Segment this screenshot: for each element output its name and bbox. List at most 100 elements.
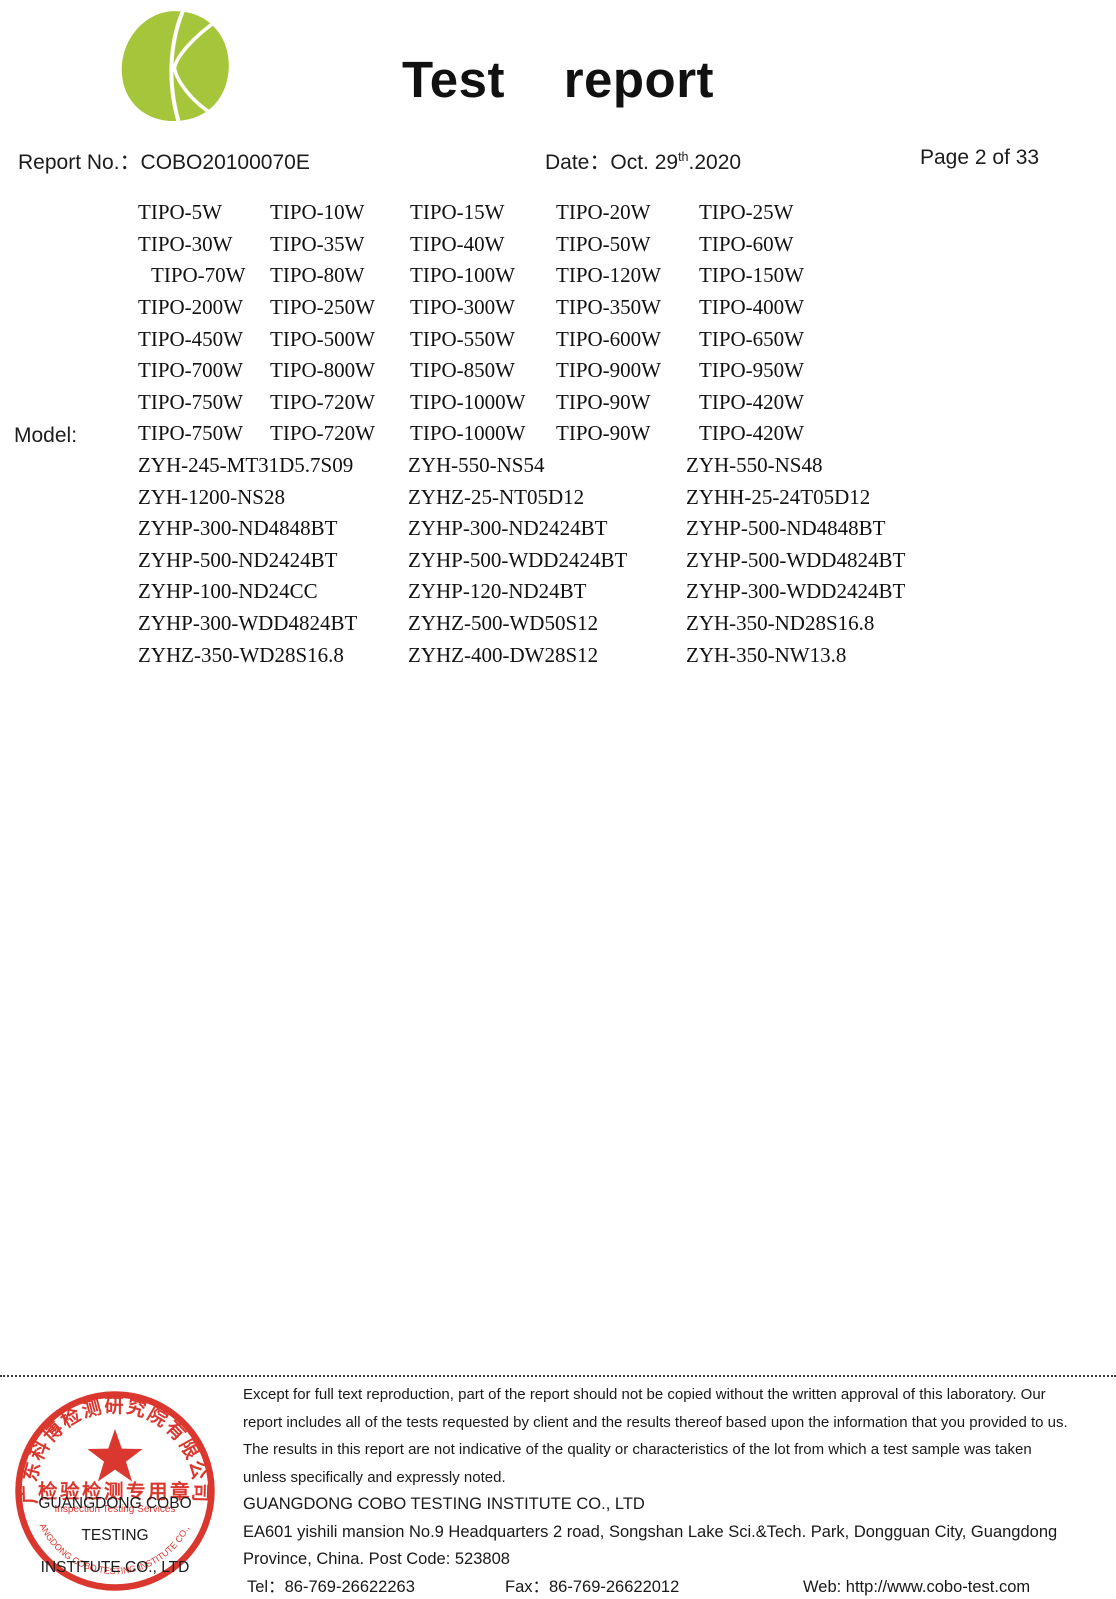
model-number: TIPO-25W [699, 200, 794, 225]
model-number: ZYHP-300-ND2424BT [408, 516, 608, 541]
model-number: ZYHP-120-ND24BT [408, 579, 587, 604]
model-number: TIPO-120W [556, 263, 661, 288]
company-address-line1: EA601 yishili mansion No.9 Headquarters … [243, 1522, 1058, 1541]
model-row: TIPO-750W TIPO-720W TIPO-1000W TIPO-90W TIPO… [138, 418, 905, 450]
model-row: TIPO-450W TIPO-500W TIPO-550W TIPO-600W TIPO… [138, 323, 905, 355]
model-number: TIPO-150W [699, 263, 804, 288]
model-number: TIPO-200W [138, 295, 243, 320]
model-number: TIPO-350W [556, 295, 661, 320]
model-number: ZYHP-500-WDD2424BT [408, 547, 628, 572]
model-number: ZYHP-500-ND4848BT [686, 516, 886, 541]
report-number: Report No.：COBO20100070E [18, 151, 310, 174]
date-year: .2020 [688, 151, 742, 174]
model-number: TIPO-10W [270, 200, 365, 225]
seal-center-chinese-text: 检验检测专用章 [38, 1480, 192, 1503]
model-row: TIPO-700W TIPO-800W TIPO-850W TIPO-900W TIPO… [138, 355, 905, 387]
model-number: TIPO-420W [699, 421, 804, 446]
seal-ring [15, 1391, 215, 1591]
model-number: TIPO-5W [138, 200, 222, 225]
model-number: TIPO-720W [270, 389, 375, 414]
disclaimer-line: Except for full text reproduction, part … [243, 1386, 1046, 1403]
page-indicator: Page 2 of 33 [920, 146, 1040, 169]
model-number: ZYHH-25-24T05D12 [686, 484, 871, 509]
stamped-company-name: GUANGDONG COBO TESTING INSTITUTE CO., LT… [12, 1488, 218, 1584]
model-row: ZYHP-300-WDD4824BT ZYHZ-500-WD50S12 ZYH-35… [138, 608, 905, 640]
model-number: TIPO-250W [270, 295, 375, 320]
telephone-number: Tel：86-769-26622263 [247, 1577, 415, 1596]
model-row: TIPO-70W TIPO-80W TIPO-100W TIPO-120W TIPO-1… [138, 260, 905, 292]
model-number: TIPO-550W [410, 326, 515, 351]
disclaimer-line: report includes all of the tests request… [243, 1413, 1068, 1431]
model-number: TIPO-720W [270, 421, 375, 446]
model-number: TIPO-80W [270, 263, 365, 288]
model-row: TIPO-750W TIPO-720W TIPO-1000W TIPO-90W TIPO… [138, 387, 905, 419]
model-row: ZYH-245-MT31D5.7S09 ZYH-550-NS54 ZYH-550-N… [138, 450, 905, 482]
model-field-label: Model: [14, 424, 78, 447]
model-number: ZYHZ-350-WD28S16.8 [138, 642, 344, 667]
cobo-logo-icon [121, 10, 229, 122]
model-number: TIPO-90W [556, 389, 651, 414]
model-number: ZYH-350-NW13.8 [686, 642, 847, 667]
model-number: TIPO-600W [556, 326, 661, 351]
page-title: Test report [401, 51, 715, 108]
model-row: ZYHZ-350-WD28S16.8 ZYHZ-400-DW28S12 ZYH-35… [138, 639, 905, 671]
model-number: ZYHP-300-WDD4824BT [138, 611, 358, 636]
model-number: ZYH-350-ND28S16.8 [686, 611, 875, 636]
model-row: ZYH-1200-NS28 ZYHZ-25-NT05D12 ZYHH-25-24T0… [138, 481, 905, 513]
report-date: Date：Oct. 29th.2020 [545, 146, 741, 176]
date-ordinal-suffix: th [678, 150, 689, 164]
model-number: TIPO-420W [699, 389, 804, 414]
model-number: TIPO-300W [410, 295, 515, 320]
model-row: TIPO-5W TIPO-10W TIPO-15W TIPO-20W TIPO-25W [138, 197, 905, 229]
model-number: TIPO-750W [138, 421, 243, 446]
model-number: TIPO-1000W [410, 421, 526, 446]
model-number: TIPO-50W [556, 231, 651, 256]
model-number: TIPO-30W [138, 231, 233, 256]
model-number: TIPO-20W [556, 200, 651, 225]
model-number: ZYHP-100-ND24CC [138, 579, 318, 604]
model-number: ZYHP-500-ND2424BT [138, 547, 338, 572]
company-address-line2: Province, China. Post Code: 523808 [243, 1550, 510, 1568]
stamped-company-name-line2: INSTITUTE CO., LTD [40, 1559, 190, 1576]
model-number: TIPO-950W [699, 358, 804, 383]
model-number: TIPO-750W [138, 389, 243, 414]
model-number: TIPO-400W [699, 295, 804, 320]
model-number: ZYHZ-400-DW28S12 [408, 642, 599, 667]
date-label: Date： [545, 151, 611, 174]
model-row: ZYHP-300-ND4848BT ZYHP-300-ND2424BT ZYHP-5… [138, 513, 905, 545]
model-number: TIPO-450W [138, 326, 243, 351]
seal-center-english-text: Inspection Testing Services [55, 1504, 176, 1515]
model-number: TIPO-15W [410, 200, 505, 225]
model-number: ZYH-1200-NS28 [138, 484, 285, 509]
model-number: ZYH-550-NS54 [408, 453, 545, 478]
model-number: ZYHZ-500-WD50S12 [408, 611, 599, 636]
model-number: TIPO-700W [138, 358, 243, 383]
model-number: TIPO-1000W [410, 389, 526, 414]
model-number: TIPO-35W [270, 231, 365, 256]
company-name: GUANGDONG COBO TESTING INSTITUTE CO., LT… [243, 1495, 645, 1513]
model-number: TIPO-90W [556, 421, 651, 446]
fax-number: Fax：86-769-26622012 [505, 1577, 680, 1596]
model-row: ZYHP-500-ND2424BT ZYHP-500-WDD2424BT ZYHP-… [138, 545, 905, 577]
model-number: TIPO-60W [699, 231, 794, 256]
contact-row: Tel：86-769-26622263 Fax：86-769-26622012 … [243, 1574, 1068, 1599]
model-number: TIPO-900W [556, 358, 661, 383]
star-icon [87, 1429, 143, 1482]
model-number: TIPO-100W [410, 263, 515, 288]
model-number: TIPO-500W [270, 326, 375, 351]
website-url: Web: http://www.cobo-test.com [803, 1577, 1031, 1596]
model-row: TIPO-200W TIPO-250W TIPO-300W TIPO-350W TIPO… [138, 292, 905, 324]
disclaimer-line: unless specifically and expressly noted. [243, 1468, 506, 1486]
model-row: ZYHP-100-ND24CC ZYHP-120-ND24BT ZYHP-300-W… [138, 576, 905, 608]
model-number: TIPO-70W [151, 263, 246, 288]
model-row: TIPO-30W TIPO-35W TIPO-40W TIPO-50W TIPO-60W [138, 229, 905, 261]
footer-separator-line [0, 1375, 1116, 1377]
company-seal-stamp: 广东科博检测研究院有限公司 检验检测专用章 Inspection Testing… [10, 1386, 215, 1591]
model-number: ZYHP-300-WDD2424BT [686, 579, 906, 604]
model-number: ZYHP-300-ND4848BT [138, 516, 338, 541]
model-number: TIPO-650W [699, 326, 804, 351]
model-number: TIPO-850W [410, 358, 515, 383]
footer-text-block: Except for full text reproduction, part … [243, 1381, 1068, 1599]
disclaimer-line: The results in this report are not indic… [243, 1441, 1032, 1458]
